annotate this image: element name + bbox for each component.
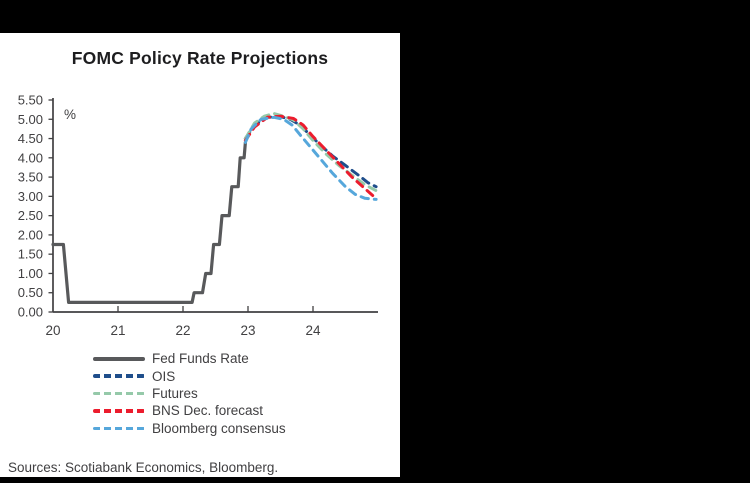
chart-card: FOMC Policy Rate Projections 0.00 0.50 1.0…	[0, 33, 400, 477]
top-black-bar	[0, 0, 750, 33]
y-tick-label: 2.50	[18, 208, 43, 223]
y-tick-label: 0.00	[18, 305, 43, 320]
legend-swatch-dashed-line	[93, 391, 145, 396]
x-tick-label: 20	[45, 323, 60, 338]
legend-item: Futures	[93, 385, 286, 402]
y-tick-label: 3.00	[18, 189, 43, 204]
legend-item: Bloomberg consensus	[93, 420, 286, 437]
legend-item: OIS	[93, 367, 286, 384]
x-tick-label: 21	[110, 323, 125, 338]
y-tick-label: 2.00	[18, 227, 43, 242]
legend-label: OIS	[152, 368, 176, 384]
chart-legend: Fed Funds Rate OIS Futures BNS Dec. forecas…	[93, 350, 286, 437]
fomc-chart: 0.00 0.50 1.00 1.50 2.00 2.50 3.00 3.50 4.00 4.50…	[18, 93, 378, 338]
legend-label: Fed Funds Rate	[152, 351, 249, 367]
series-ois	[243, 115, 378, 189]
chart-title: FOMC Policy Rate Projections	[71, 48, 329, 68]
y-tick-label: 5.50	[18, 93, 43, 108]
legend-item: Fed Funds Rate	[93, 350, 286, 367]
y-tick-label: 3.50	[18, 170, 43, 185]
y-tick-label: 4.50	[18, 131, 43, 146]
series-bloomberg-consensus	[243, 115, 378, 201]
y-tick-label: 1.00	[18, 266, 43, 281]
bottom-black-bar	[0, 477, 750, 483]
y-tick-label: 4.00	[18, 150, 43, 165]
x-tick-label: 23	[240, 323, 255, 338]
legend-item: BNS Dec. forecast	[93, 402, 286, 419]
legend-label: Futures	[152, 385, 198, 401]
right-black-panel	[400, 33, 750, 477]
sources-note: Sources: Scotiabank Economics, Bloomberg…	[8, 460, 279, 475]
legend-swatch-dashed-line	[93, 409, 145, 413]
y-tick-label: 0.50	[18, 285, 43, 300]
legend-swatch-dashed-line	[93, 374, 145, 378]
y-tick-label: 1.50	[18, 247, 43, 262]
legend-label: Bloomberg consensus	[152, 420, 286, 436]
legend-label: BNS Dec. forecast	[152, 403, 264, 419]
series-futures	[243, 112, 378, 193]
legend-swatch-solid-line	[93, 356, 145, 361]
x-tick-label: 22	[175, 323, 190, 338]
unit-label: %	[64, 107, 76, 122]
series-bns-dec-forecast	[243, 114, 378, 198]
series-fed-funds-rate	[51, 140, 247, 304]
x-tick-label: 24	[305, 323, 321, 338]
legend-swatch-dashed-line	[93, 426, 145, 430]
y-tick-label: 5.00	[18, 112, 43, 127]
